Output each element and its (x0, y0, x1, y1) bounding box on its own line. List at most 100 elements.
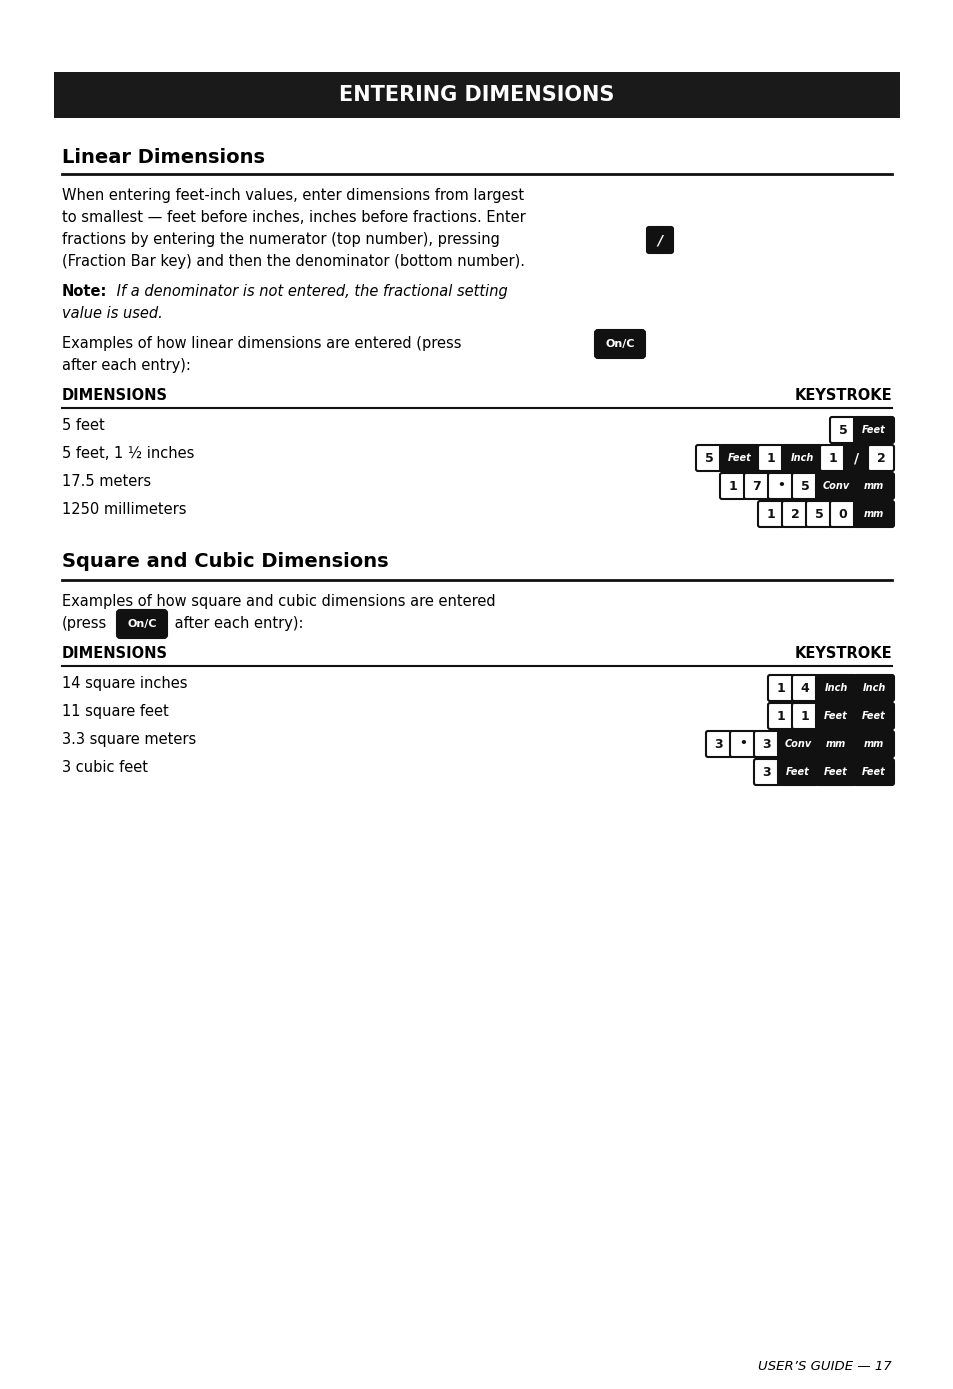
FancyBboxPatch shape (720, 474, 745, 499)
FancyBboxPatch shape (778, 758, 817, 785)
Text: On/C: On/C (127, 619, 156, 629)
FancyBboxPatch shape (853, 675, 893, 701)
Bar (54, 72, 899, 118)
Text: If a denominator is not entered, the fractional setting: If a denominator is not entered, the fra… (112, 283, 507, 299)
Text: Inch: Inch (789, 453, 813, 463)
FancyBboxPatch shape (767, 675, 793, 701)
Text: 5: 5 (800, 479, 808, 493)
FancyBboxPatch shape (829, 417, 855, 443)
FancyBboxPatch shape (853, 501, 893, 526)
FancyBboxPatch shape (720, 444, 760, 471)
Text: Linear Dimensions: Linear Dimensions (62, 149, 265, 167)
Text: Examples of how linear dimensions are entered (press: Examples of how linear dimensions are en… (62, 336, 461, 351)
Text: 3: 3 (714, 738, 722, 750)
Text: Feet: Feet (727, 453, 751, 463)
Text: 5 feet: 5 feet (62, 418, 105, 433)
Text: Feet: Feet (862, 711, 885, 721)
Text: /: / (657, 233, 662, 247)
Text: On/C: On/C (604, 339, 634, 349)
FancyBboxPatch shape (696, 444, 721, 471)
FancyBboxPatch shape (853, 417, 893, 443)
Text: 11 square feet: 11 square feet (62, 704, 169, 720)
Text: 5: 5 (814, 507, 822, 521)
Text: Inch: Inch (823, 683, 847, 693)
FancyBboxPatch shape (646, 226, 672, 253)
FancyBboxPatch shape (778, 731, 817, 757)
FancyBboxPatch shape (867, 444, 893, 471)
Text: after each entry):: after each entry): (62, 358, 191, 374)
Text: 14 square inches: 14 square inches (62, 676, 188, 690)
FancyBboxPatch shape (758, 444, 783, 471)
Text: USER’S GUIDE — 17: USER’S GUIDE — 17 (758, 1360, 891, 1372)
FancyBboxPatch shape (853, 731, 893, 757)
Text: 5: 5 (838, 424, 846, 436)
Text: Conv: Conv (783, 739, 811, 749)
Text: 7: 7 (752, 479, 760, 493)
Text: When entering feet-inch values, enter dimensions from largest: When entering feet-inch values, enter di… (62, 188, 523, 203)
Text: KEYSTROKE: KEYSTROKE (794, 388, 891, 403)
Text: mm: mm (863, 739, 883, 749)
FancyBboxPatch shape (753, 758, 780, 785)
FancyBboxPatch shape (815, 474, 855, 499)
Text: 1: 1 (766, 507, 775, 521)
FancyBboxPatch shape (767, 474, 793, 499)
FancyBboxPatch shape (815, 731, 855, 757)
Text: ENTERING DIMENSIONS: ENTERING DIMENSIONS (339, 85, 614, 106)
Text: 3: 3 (761, 738, 771, 750)
FancyBboxPatch shape (805, 501, 831, 526)
Text: 1: 1 (828, 451, 837, 464)
FancyBboxPatch shape (781, 501, 807, 526)
Text: 1: 1 (776, 682, 784, 694)
Text: •: • (739, 738, 746, 750)
Text: 2: 2 (790, 507, 799, 521)
FancyBboxPatch shape (829, 501, 855, 526)
Text: 5: 5 (704, 451, 713, 464)
Text: (press: (press (62, 615, 107, 631)
Text: (Fraction Bar key) and then the denominator (bottom number).: (Fraction Bar key) and then the denomina… (62, 254, 524, 269)
Text: 0: 0 (838, 507, 846, 521)
Text: 3 cubic feet: 3 cubic feet (62, 760, 148, 775)
Text: after each entry):: after each entry): (170, 615, 303, 631)
Text: Feet: Feet (785, 767, 809, 776)
Text: Square and Cubic Dimensions: Square and Cubic Dimensions (62, 551, 388, 571)
Text: to smallest — feet before inches, inches before fractions. Enter: to smallest — feet before inches, inches… (62, 210, 525, 225)
Text: Examples of how square and cubic dimensions are entered: Examples of how square and cubic dimensi… (62, 594, 496, 608)
Text: 3: 3 (761, 765, 771, 778)
FancyBboxPatch shape (815, 703, 855, 729)
FancyBboxPatch shape (843, 444, 869, 471)
Text: Conv: Conv (821, 481, 849, 490)
Text: Feet: Feet (862, 767, 885, 776)
Text: mm: mm (863, 481, 883, 490)
FancyBboxPatch shape (791, 703, 817, 729)
FancyBboxPatch shape (853, 758, 893, 785)
FancyBboxPatch shape (729, 731, 755, 757)
Text: 1: 1 (776, 710, 784, 722)
Text: 3.3 square meters: 3.3 square meters (62, 732, 196, 747)
Text: 1: 1 (766, 451, 775, 464)
Text: fractions by entering the numerator (top number), pressing: fractions by entering the numerator (top… (62, 232, 499, 247)
FancyBboxPatch shape (753, 731, 780, 757)
Text: 1: 1 (728, 479, 737, 493)
FancyBboxPatch shape (815, 758, 855, 785)
FancyBboxPatch shape (117, 610, 167, 638)
Text: 4: 4 (800, 682, 808, 694)
FancyBboxPatch shape (791, 474, 817, 499)
Text: value is used.: value is used. (62, 306, 163, 321)
FancyBboxPatch shape (758, 501, 783, 526)
FancyBboxPatch shape (595, 331, 644, 358)
Text: mm: mm (863, 508, 883, 519)
Text: •: • (777, 479, 784, 493)
Text: Feet: Feet (823, 767, 847, 776)
Text: /: / (854, 451, 859, 465)
Text: Feet: Feet (862, 425, 885, 435)
FancyBboxPatch shape (853, 703, 893, 729)
Text: Feet: Feet (823, 711, 847, 721)
Text: DIMENSIONS: DIMENSIONS (62, 646, 168, 661)
Text: KEYSTROKE: KEYSTROKE (794, 646, 891, 661)
Text: 17.5 meters: 17.5 meters (62, 474, 151, 489)
Text: 1: 1 (800, 710, 808, 722)
Text: Inch: Inch (862, 683, 884, 693)
FancyBboxPatch shape (705, 731, 731, 757)
FancyBboxPatch shape (820, 444, 845, 471)
FancyBboxPatch shape (853, 474, 893, 499)
